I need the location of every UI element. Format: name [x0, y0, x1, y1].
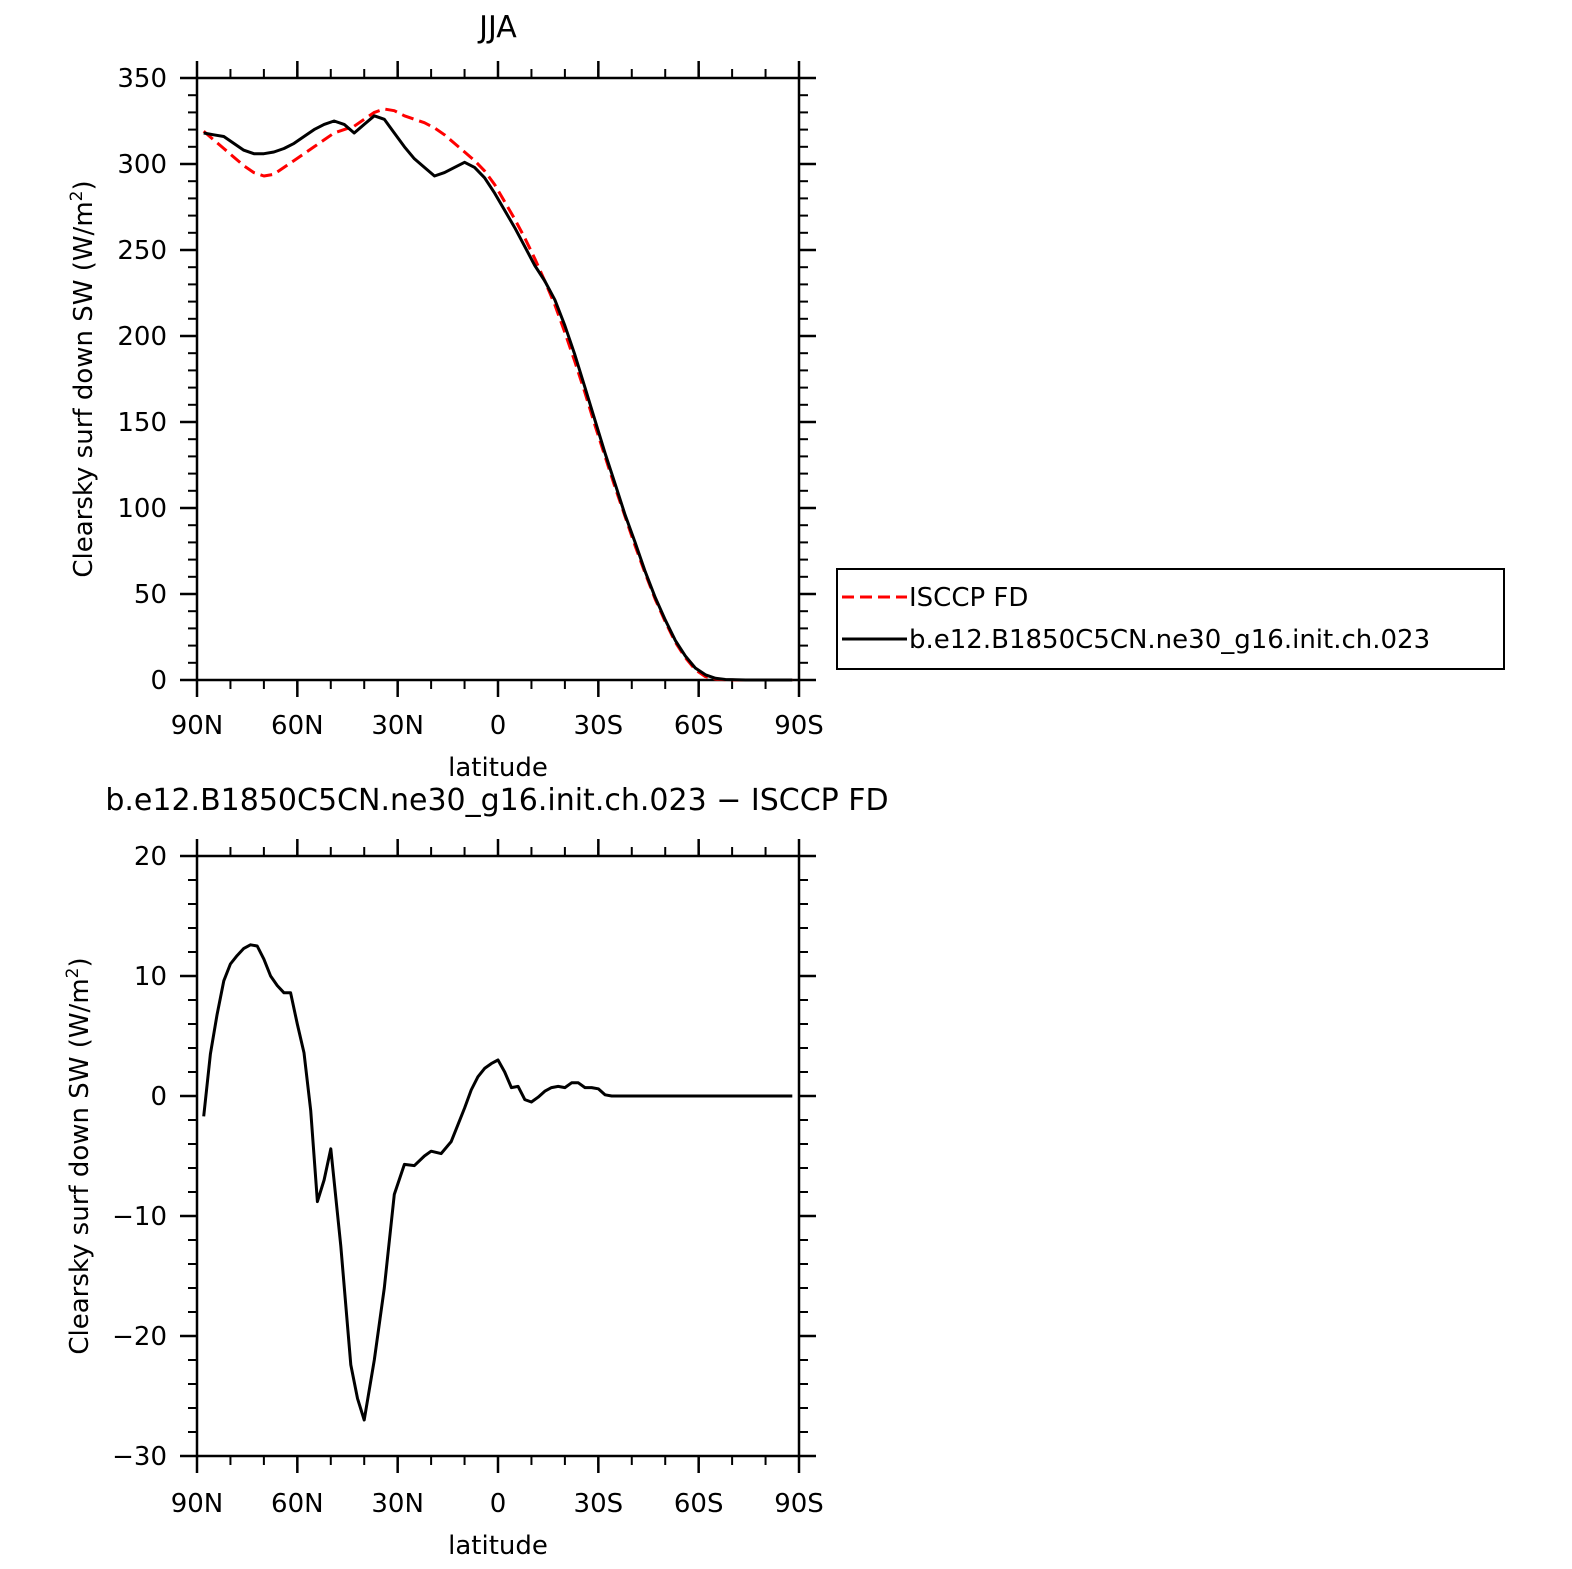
legend-box	[836, 568, 1505, 670]
top-panel: 0 50 100 150 200 250 300 350 90N 60N 30N 0 30S 60S 90S…	[67, 10, 824, 783]
y-tick-label: −30	[112, 1442, 167, 1472]
x-tick-label: 60S	[674, 1489, 724, 1519]
y-tick-label: 0	[150, 666, 167, 696]
y-tick-label: 150	[117, 408, 167, 438]
y-tick-label: −20	[112, 1322, 167, 1352]
y-tick-label: 50	[134, 580, 167, 610]
x-tick-label: 60N	[271, 711, 324, 741]
chart-title: JJA	[477, 10, 517, 45]
y-tick-label: −10	[112, 1202, 167, 1232]
series-line-0	[202, 107, 793, 682]
series-line-0	[202, 943, 793, 1422]
plot-frame	[195, 854, 801, 1458]
x-tick-label: 90S	[774, 711, 824, 741]
plot-frame	[195, 76, 801, 682]
x-tick-label: 30N	[371, 711, 424, 741]
x-tick-label: 90N	[171, 711, 224, 741]
y-tick-label: 300	[117, 150, 167, 180]
chart-title: b.e12.B1850C5CN.ne30_g16.init.ch.023 − I…	[105, 783, 888, 818]
y-axis-label-text: Clearsky surf down SW (W/m	[65, 978, 95, 1354]
y-tick-label: 10	[134, 962, 167, 992]
y-axis-label: Clearsky surf down SW (W/m2)	[63, 957, 95, 1354]
x-tick-label: 0	[490, 711, 507, 741]
legend: ISCCP FD b.e12.B1850C5CN.ne30_g16.init.ch…	[836, 568, 1505, 670]
x-tick-label: 60N	[271, 1489, 324, 1519]
x-tick-label: 0	[490, 1489, 507, 1519]
y-tick-label: 20	[134, 842, 167, 872]
y-tick-label: 200	[117, 322, 167, 352]
y-axis-label-superscript: 2	[67, 191, 87, 202]
y-tick-label: 250	[117, 236, 167, 266]
x-tick-label: 90S	[774, 1489, 824, 1519]
legend-label-0: ISCCP FD	[909, 583, 1028, 613]
y-tick-label: 100	[117, 494, 167, 524]
y-tick-label: 350	[117, 64, 167, 94]
y-axis-label-close: )	[69, 180, 99, 190]
legend-label-1: b.e12.B1850C5CN.ne30_g16.init.ch.023	[909, 625, 1430, 655]
bottom-panel: −30 −20 −10 0 10 20 90N 60N 30N 0 30S 60S 90S b.e12.B…	[63, 783, 889, 1561]
x-tick-label: 60S	[674, 711, 724, 741]
y-tick-label: 0	[150, 1082, 167, 1112]
x-tick-label: 30N	[371, 1489, 424, 1519]
x-tick-label: 30S	[574, 1489, 624, 1519]
series-line-1	[203, 114, 793, 682]
x-axis-label: latitude	[448, 1531, 548, 1561]
y-axis-label-text: Clearsky surf down SW (W/m	[69, 201, 99, 577]
x-axis-label: latitude	[448, 753, 548, 783]
y-axis-label-superscript: 2	[63, 968, 83, 979]
x-tick-label: 30S	[574, 711, 624, 741]
y-axis-label-close: )	[65, 957, 95, 967]
y-axis-label: Clearsky surf down SW (W/m2)	[67, 180, 99, 577]
x-tick-label: 90N	[171, 1489, 224, 1519]
